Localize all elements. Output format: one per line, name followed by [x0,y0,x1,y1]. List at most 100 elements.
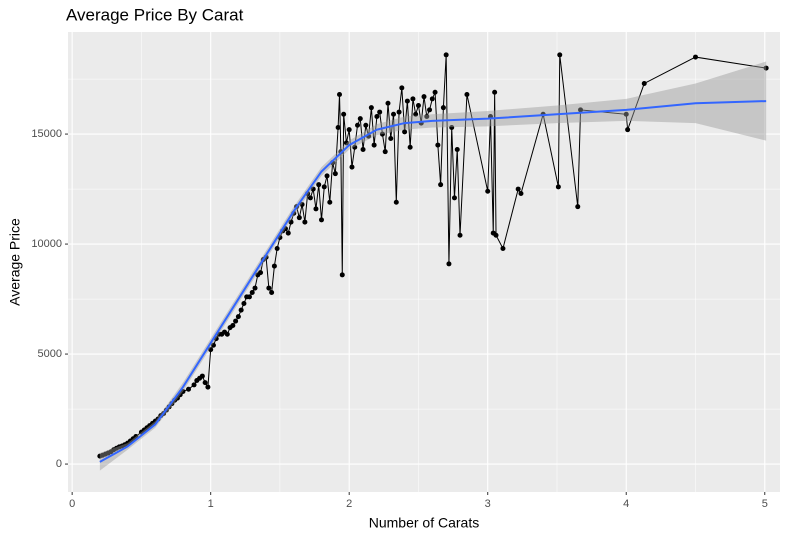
data-point [346,127,352,133]
data-point [341,111,347,117]
data-point [464,91,470,97]
data-point [269,289,275,295]
data-point [451,195,457,201]
data-point [402,129,408,135]
data-point [382,149,388,155]
data-point [379,131,385,137]
x-tick-label: 2 [346,498,352,510]
y-axis-title: Average Price [7,218,23,306]
data-point [252,285,258,291]
data-point [404,98,410,104]
data-point [310,186,316,192]
data-point [415,102,421,108]
data-point [337,91,343,97]
data-point [391,111,397,117]
data-point [438,182,444,188]
data-point [443,52,449,58]
data-point [230,322,236,328]
data-point [440,105,446,111]
data-point [210,342,216,348]
data-point [202,380,208,386]
data-point [500,245,506,251]
data-point [413,111,419,117]
data-point [421,94,427,100]
y-tick-label: 0 [56,458,62,470]
data-point [285,230,291,236]
data-point [296,215,302,221]
data-point [199,373,205,379]
data-point [360,146,366,152]
data-point [492,89,498,95]
data-point [349,164,355,170]
data-point [316,182,322,188]
data-point [352,144,358,150]
data-point [371,142,377,148]
y-tick-label: 5000 [38,348,62,360]
data-point [238,307,244,313]
data-point [302,219,308,225]
x-tick-label: 1 [208,498,214,510]
data-point [457,232,463,238]
data-point [224,331,230,337]
data-point [641,80,647,86]
data-point [374,113,380,119]
data-point [578,107,584,113]
data-point [205,384,211,390]
data-point [399,85,405,91]
data-point [427,107,433,113]
data-point [485,188,491,194]
data-point [335,124,341,130]
data-point [271,263,277,269]
data-point [332,171,338,177]
y-tick-label: 15000 [31,128,62,140]
data-point [246,294,252,300]
data-point [249,289,255,295]
data-point [339,272,345,278]
data-point [208,347,214,353]
data-point [299,201,305,207]
data-point [435,142,441,148]
data-point [343,140,349,146]
data-point [393,199,399,205]
x-axis-title: Number of Carats [369,515,479,531]
data-point [288,219,294,225]
data-point [274,245,280,251]
data-point [368,105,374,111]
data-point [191,382,197,388]
data-point [407,144,413,150]
x-tick-label: 0 [69,498,75,510]
panel [68,32,780,492]
data-point [318,217,324,223]
data-point [266,285,272,291]
data-point [557,52,563,58]
data-point [377,109,383,115]
data-point [396,109,402,115]
data-point [324,173,330,179]
data-point [518,190,524,196]
data-point [235,314,241,320]
data-point [410,96,416,102]
data-point [313,206,319,212]
chart-title: Average Price By Carat [66,5,244,24]
data-point [241,300,247,306]
smooth-line [99,100,767,463]
data-point [623,111,629,117]
data-point [446,261,452,267]
data-point [575,204,581,210]
data-point [321,184,327,190]
data-point [693,54,699,60]
data-point [424,113,430,119]
data-point [515,186,521,192]
data-point [385,100,391,106]
x-tick-label: 5 [762,498,768,510]
data-point [357,116,363,122]
y-tick-label: 10000 [31,238,62,250]
data-point [363,122,369,128]
data-point [233,318,239,324]
data-point [454,146,460,152]
data-point [625,127,631,133]
data-point [307,195,313,201]
data-point [388,135,394,141]
